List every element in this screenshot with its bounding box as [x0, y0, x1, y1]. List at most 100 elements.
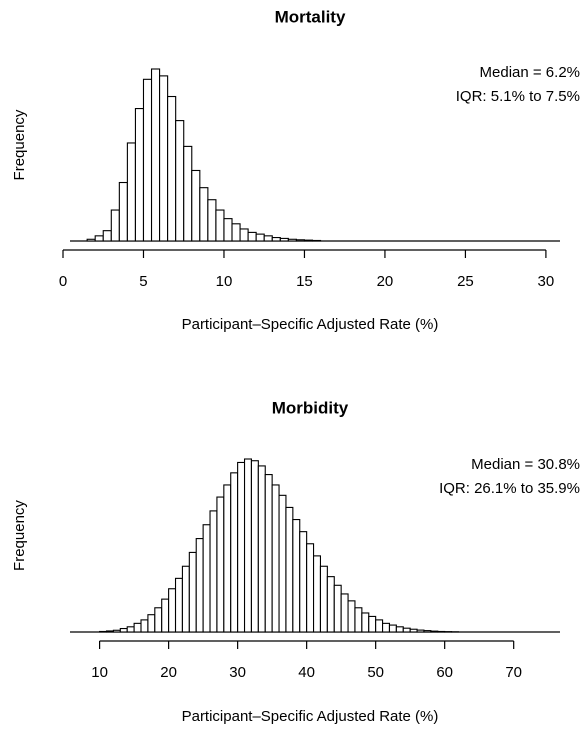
bar	[191, 169, 201, 242]
bar	[126, 142, 136, 242]
bar	[354, 607, 363, 633]
bar	[264, 474, 273, 633]
bar	[312, 555, 322, 633]
x-axis-label: Participant–Specific Adjusted Rate (%)	[182, 316, 439, 333]
x-tick-label: 5	[139, 273, 147, 290]
x-tick-label: 10	[216, 273, 233, 290]
bar	[263, 235, 273, 242]
bar	[199, 187, 209, 242]
bar	[207, 199, 217, 242]
bar	[326, 576, 335, 633]
x-tick-label: 50	[367, 664, 384, 681]
bar	[388, 624, 397, 633]
bar	[94, 235, 104, 242]
bar	[86, 238, 96, 242]
bar	[112, 629, 121, 633]
bar	[303, 239, 314, 242]
bar	[99, 630, 108, 633]
bar	[223, 484, 232, 633]
bar	[161, 598, 170, 633]
bar	[382, 622, 391, 633]
bar	[105, 630, 114, 633]
x-tick-label: 20	[160, 664, 177, 681]
bar	[257, 465, 266, 633]
bar	[202, 524, 211, 633]
annotation: Median = 6.2%	[480, 64, 580, 81]
bar	[150, 68, 161, 242]
bar	[243, 458, 252, 633]
annotation: IQR: 5.1% to 7.5%	[456, 88, 580, 105]
bar	[168, 588, 177, 633]
bar	[119, 627, 128, 633]
bar	[140, 619, 149, 633]
bar	[188, 551, 197, 633]
bar	[340, 593, 349, 633]
bar	[247, 231, 257, 242]
bar	[167, 95, 177, 242]
bar	[175, 120, 185, 242]
bar	[368, 615, 377, 633]
bar	[216, 496, 225, 633]
bar	[423, 630, 432, 633]
bar	[361, 612, 370, 633]
chart-title: Morbidity	[272, 398, 349, 417]
bar	[209, 510, 218, 633]
x-tick-label: 70	[505, 664, 522, 681]
x-tick-label: 25	[457, 273, 474, 290]
bar	[319, 565, 328, 633]
bar	[231, 223, 241, 242]
bar	[306, 543, 315, 633]
x-axis-label: Participant–Specific Adjusted Rate (%)	[182, 708, 439, 725]
bar	[292, 518, 301, 633]
y-axis-label: Frequency	[11, 109, 28, 180]
bar	[174, 577, 183, 633]
bar	[299, 531, 308, 633]
bar	[126, 626, 135, 633]
annotation: IQR: 26.1% to 35.9%	[439, 480, 580, 497]
bar	[255, 233, 265, 242]
bar	[237, 461, 246, 633]
bar	[147, 614, 156, 633]
bar	[278, 494, 287, 633]
bar	[118, 181, 128, 242]
bar	[159, 75, 169, 242]
bar	[195, 538, 204, 633]
bar	[416, 629, 425, 633]
bar	[287, 238, 297, 242]
bar	[409, 628, 418, 633]
bar	[250, 460, 259, 633]
bar	[181, 565, 190, 633]
x-tick-label: 30	[229, 664, 246, 681]
bar	[279, 237, 289, 242]
x-tick-label: 30	[538, 273, 555, 290]
bar	[311, 239, 322, 242]
bar	[402, 627, 411, 633]
x-tick-label: 0	[59, 273, 67, 290]
bar	[375, 619, 384, 633]
bar	[347, 600, 356, 633]
bar	[230, 472, 239, 633]
chart-title: Mortality	[275, 7, 346, 26]
bar	[102, 230, 112, 242]
bar	[142, 78, 153, 242]
annotation: Median = 30.8%	[471, 456, 580, 473]
bar	[271, 484, 280, 633]
bar	[223, 218, 233, 242]
y-axis-label: Frequency	[11, 500, 28, 571]
x-tick-label: 15	[296, 273, 313, 290]
bar	[183, 145, 193, 242]
bar	[133, 622, 142, 633]
x-tick-label: 20	[377, 273, 394, 290]
bar	[154, 607, 163, 633]
x-tick-label: 60	[436, 664, 453, 681]
bar	[333, 584, 342, 633]
bar	[437, 630, 446, 633]
bar	[295, 239, 306, 242]
x-tick-label: 40	[298, 664, 315, 681]
bar	[134, 108, 145, 242]
bar	[430, 630, 439, 633]
bar	[285, 506, 294, 633]
bar	[395, 626, 404, 633]
bar	[110, 209, 120, 242]
